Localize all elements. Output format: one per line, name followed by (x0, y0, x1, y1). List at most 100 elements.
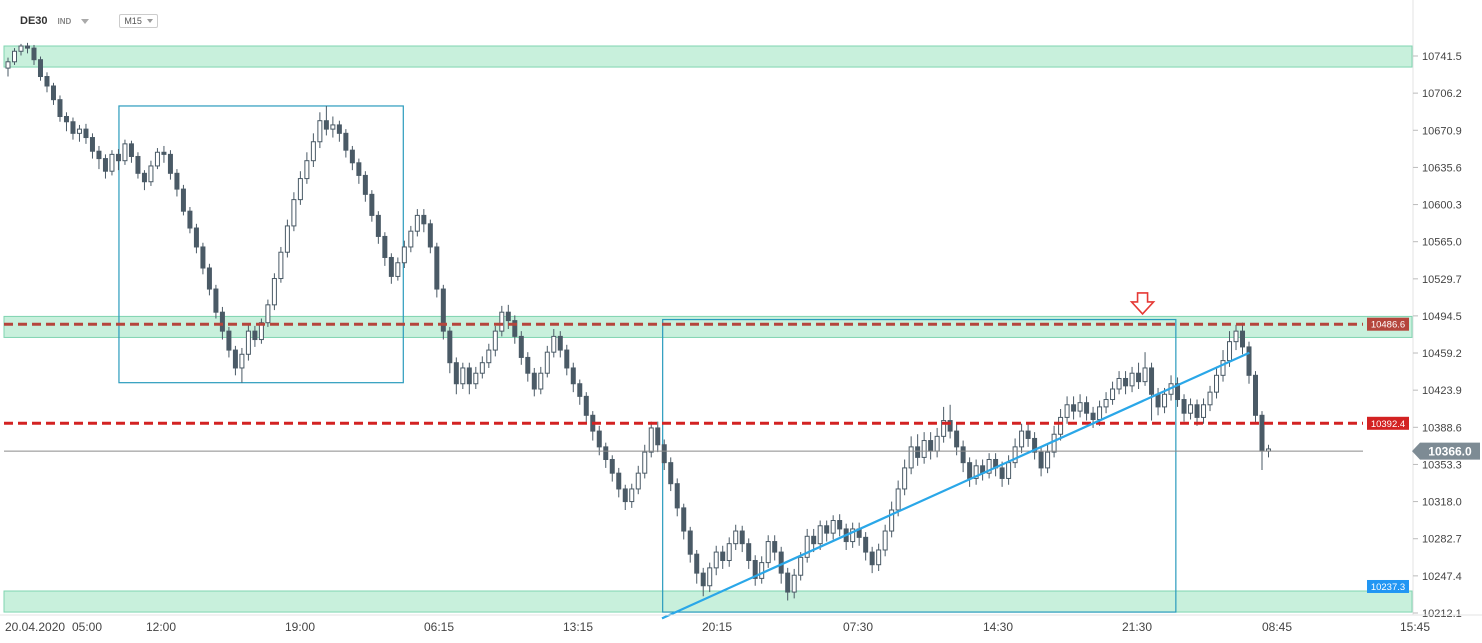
price-tick-label: 10565.0 (1422, 237, 1462, 249)
candle-body (317, 120, 323, 143)
candle-body (96, 150, 102, 160)
candle-body (655, 427, 661, 446)
candle-body (739, 530, 745, 545)
candle-body (44, 76, 50, 87)
candle-body (778, 551, 784, 574)
candle-body (414, 214, 420, 232)
candle-body (1194, 404, 1200, 418)
symbol-dropdown-icon[interactable] (81, 18, 90, 24)
candle-body (1253, 374, 1259, 416)
candle-body (1246, 346, 1252, 376)
candle-body (499, 311, 505, 332)
candle-body (1025, 430, 1031, 439)
candle-body (447, 330, 453, 364)
candle-body (343, 132, 349, 151)
candle-body (50, 85, 56, 101)
price-tag-label: 10392.4 (1371, 419, 1405, 430)
candle-body (401, 246, 407, 264)
candle-body (128, 143, 134, 157)
time-tick-label: 20.04.2020 (5, 620, 65, 634)
zone-band (3, 45, 1413, 68)
candle-body (733, 530, 739, 545)
price-tick-label: 10212.1 (1422, 608, 1462, 620)
candle-body (336, 124, 342, 134)
candle-body (1188, 404, 1194, 414)
price-tick-label: 10388.6 (1422, 422, 1462, 434)
timeframe-label: M15 (124, 16, 142, 26)
timeframe-selector[interactable]: M15 (119, 14, 158, 28)
candle-body (1227, 341, 1233, 362)
chevron-down-icon (146, 19, 153, 23)
price-labels: 10486.6 10392.4 10366.0 10237.3 (1367, 317, 1480, 593)
price-tag (1367, 416, 1409, 430)
candle-body (265, 304, 271, 324)
candle-body (687, 530, 693, 555)
candle-body (24, 45, 30, 49)
candle-body (960, 446, 966, 464)
candle-body (557, 335, 563, 351)
candle-body (1214, 374, 1220, 393)
candle-body (928, 440, 934, 452)
time-tick-label: 14:30 (983, 620, 1013, 634)
candle-body (5, 61, 11, 69)
candle-body (661, 444, 667, 464)
price-tick-label: 10600.3 (1422, 200, 1462, 212)
candle-body (694, 553, 700, 574)
candle-body (479, 362, 485, 374)
candle-body (304, 160, 310, 180)
candle-body (356, 162, 362, 176)
candle-body (934, 435, 940, 452)
candle-body (154, 151, 160, 167)
sell-arrow-icon (1129, 292, 1156, 316)
candle-body (1259, 414, 1265, 452)
price-tick-label: 10423.9 (1422, 385, 1462, 397)
candle-body (1038, 451, 1044, 469)
candle-body (986, 458, 992, 474)
candle-body (70, 121, 76, 134)
candle-body (889, 509, 895, 532)
price-tick-label: 10318.0 (1422, 497, 1462, 509)
candle-body (115, 153, 121, 162)
candle-body (180, 188, 186, 212)
range-boxes (118, 105, 1177, 613)
candle-body (921, 440, 927, 458)
range-box[interactable] (662, 318, 1177, 613)
candle-body (895, 488, 901, 511)
candle-body (785, 572, 791, 593)
time-tick-label: 07:30 (843, 620, 873, 634)
candle-body (187, 210, 193, 229)
instrument-type-label: IND (57, 16, 72, 26)
candle-body (947, 420, 953, 432)
candle-body (551, 335, 557, 353)
time-tick-label: 06:15 (424, 620, 454, 634)
price-tag (1367, 579, 1409, 593)
chart-header: DE30 IND M15 (20, 14, 158, 28)
candle-body (1162, 393, 1168, 408)
candle-body (310, 141, 316, 162)
candle-body (11, 50, 17, 63)
candle-body (811, 535, 817, 545)
candle-body (674, 483, 680, 509)
candle-body (434, 246, 440, 290)
trendline-group (661, 351, 1250, 620)
trendline[interactable] (661, 351, 1250, 620)
candle-body (486, 349, 492, 364)
candle-body (297, 178, 303, 201)
candle-body (141, 172, 147, 183)
candle-body (271, 278, 277, 306)
candle-body (1064, 404, 1070, 418)
candle-body (869, 551, 875, 566)
candle-body (1097, 406, 1103, 421)
candle-body (791, 574, 797, 593)
candle-body (616, 472, 622, 490)
candle-body (323, 120, 329, 130)
candle-body (954, 430, 960, 448)
price-axis: 10741.5 10706.2 10670.9 10635.6 10600.3 10565… (1413, 51, 1462, 620)
candle-body (278, 251, 284, 280)
candle-body (915, 446, 921, 458)
candle-body (1045, 451, 1051, 469)
time-tick-label: 19:00 (285, 620, 315, 634)
range-box[interactable] (118, 105, 404, 384)
candle-body (408, 230, 414, 248)
